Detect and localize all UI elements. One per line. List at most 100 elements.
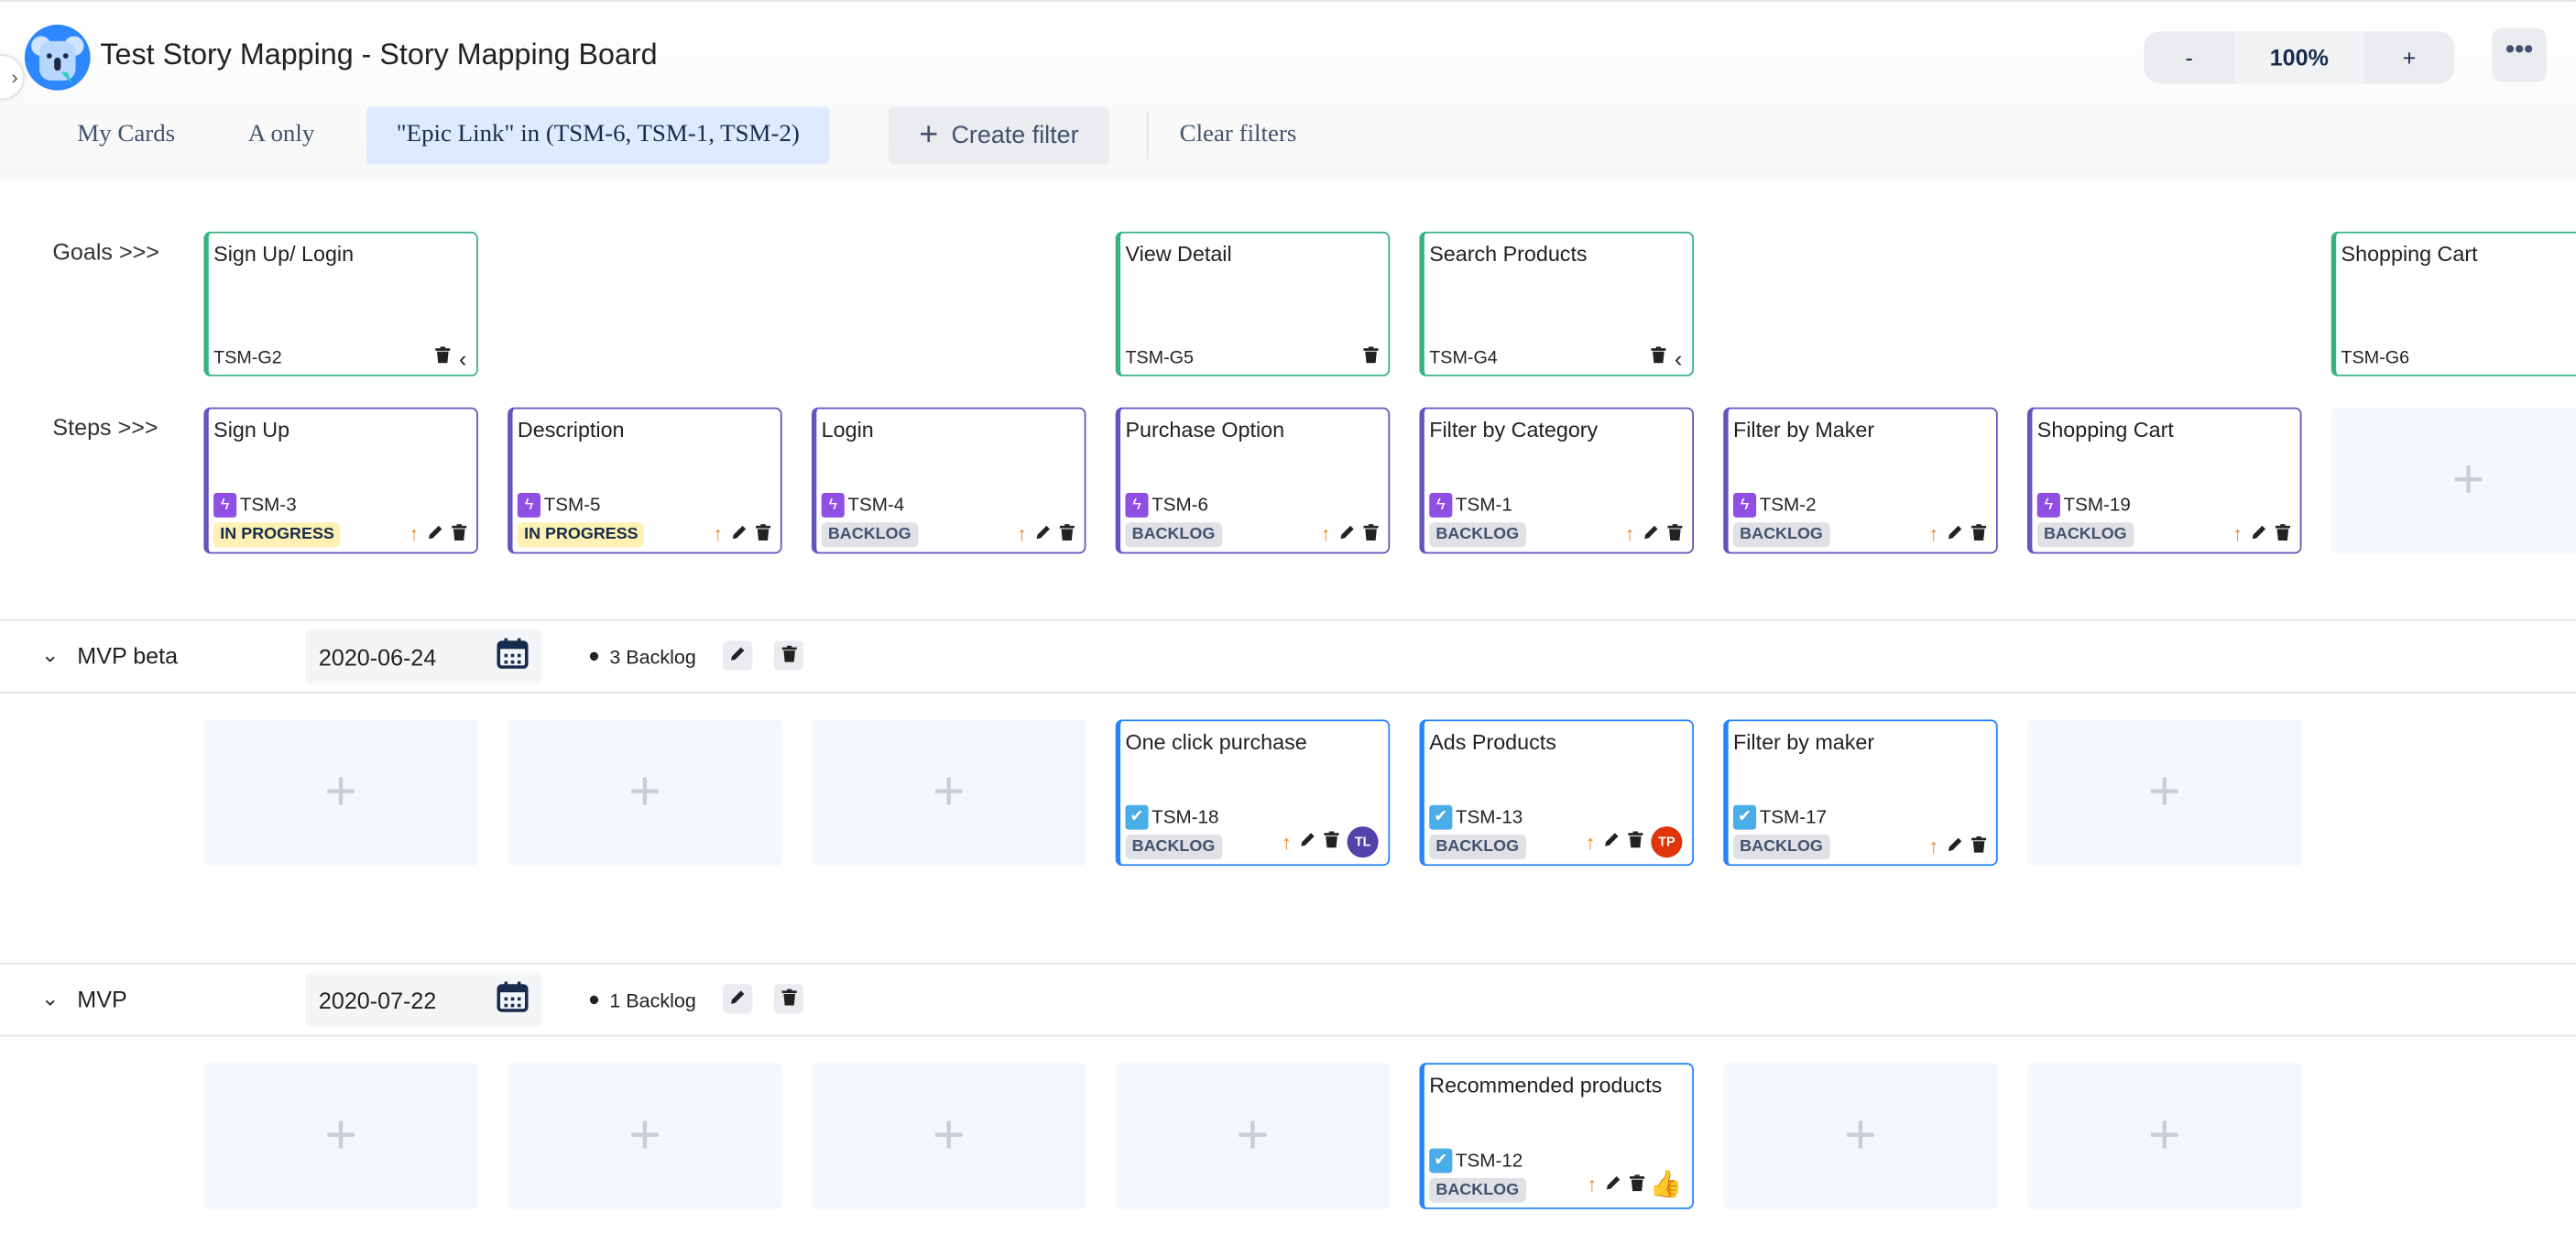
issue-key[interactable]: TSM-4 [847,495,905,516]
add-card-button[interactable]: + [508,1063,782,1209]
priority-high-icon[interactable]: ↑ [1320,522,1331,546]
release-name[interactable]: MVP [77,986,127,1012]
goal-card[interactable]: Sign Up/ Login TSM-G2 ‹ [203,231,478,377]
chevron-left-icon[interactable]: ‹ [458,344,467,371]
filter-epic-link[interactable]: "Epic Link" in (TSM-6, TSM-1, TSM-2) [366,106,830,165]
issue-key[interactable]: TSM-18 [1152,807,1219,827]
release-date-field[interactable]: 2020-06-24 [305,628,542,684]
add-card-button[interactable]: + [203,1063,478,1209]
step-card[interactable]: Login ϟ TSM-4 BACKLOG ↑ [811,407,1086,554]
trash-icon[interactable] [1363,523,1379,544]
pencil-icon[interactable] [427,523,443,544]
story-card[interactable]: One click purchase ✔ TSM-18 BACKLOG ↑ TL [1115,719,1391,867]
calendar-icon[interactable] [497,981,529,1019]
delete-release-button[interactable] [773,640,803,671]
add-card-button[interactable]: + [811,719,1086,867]
pencil-icon[interactable] [1947,835,1963,857]
trash-icon[interactable] [1363,346,1379,367]
trash-icon[interactable] [1971,835,1987,857]
goal-card[interactable]: View Detail TSM-G5 [1115,231,1391,377]
trash-icon[interactable] [435,346,451,367]
story-card[interactable]: Filter by maker ✔ TSM-17 BACKLOG ↑ [1723,719,1998,867]
issue-key[interactable]: TSM-1 [1455,495,1512,516]
add-card-button[interactable]: + [203,719,478,867]
add-card-button[interactable]: + [811,1063,1086,1209]
add-card-button[interactable]: + [1723,1063,1998,1209]
priority-high-icon[interactable]: ↑ [1928,522,1939,546]
filter-a-only[interactable]: A only [247,121,315,148]
trash-icon[interactable] [780,988,796,1010]
priority-high-icon[interactable]: ↑ [1928,835,1939,858]
chevron-down-icon[interactable]: ⌄ [40,986,60,1010]
priority-high-icon[interactable]: ↑ [1587,1173,1598,1196]
create-filter-button[interactable]: + Create filter [889,106,1109,165]
issue-key[interactable]: TSM-6 [1152,495,1209,516]
edit-release-button[interactable] [723,640,753,671]
priority-high-icon[interactable]: ↑ [713,522,724,546]
pencil-icon[interactable] [1339,523,1356,544]
goal-card[interactable]: Search Products TSM-G4 ‹ [1419,231,1694,377]
pencil-icon[interactable] [1643,523,1659,544]
step-card[interactable]: Filter by Category ϟ TSM-1 BACKLOG ↑ [1419,407,1694,554]
priority-high-icon[interactable]: ↑ [1585,830,1596,854]
trash-icon[interactable] [2275,523,2290,544]
trash-icon[interactable] [452,523,467,544]
edit-release-button[interactable] [723,984,753,1014]
filter-my-cards[interactable]: My Cards [77,121,176,148]
trash-icon[interactable] [1630,1174,1645,1195]
pencil-icon[interactable] [1605,1174,1621,1195]
pencil-icon[interactable] [1603,831,1620,852]
story-card[interactable]: Ads Products ✔ TSM-13 BACKLOG ↑ TP [1419,719,1694,867]
pencil-icon[interactable] [729,988,746,1010]
goal-card[interactable]: Shopping Cart TSM-G6 [2330,231,2576,377]
story-card[interactable]: Recommended products ✔ TSM-12 BACKLOG ↑ 👍 [1419,1063,1694,1209]
step-card[interactable]: Sign Up ϟ TSM-3 IN PROGRESS ↑ [203,407,478,554]
pencil-icon[interactable] [729,645,746,666]
add-card-button[interactable]: + [2027,1063,2302,1209]
pencil-icon[interactable] [1300,831,1316,852]
issue-key[interactable]: TSM-5 [543,495,601,516]
trash-icon[interactable] [1059,523,1075,544]
priority-high-icon[interactable]: ↑ [409,522,420,546]
pencil-icon[interactable] [2251,523,2267,544]
priority-high-icon[interactable]: ↑ [2232,522,2243,546]
issue-key[interactable]: TSM-12 [1455,1151,1523,1171]
release-date-field[interactable]: 2020-07-22 [305,972,542,1027]
step-card[interactable]: Filter by Maker ϟ TSM-2 BACKLOG ↑ [1723,407,1998,554]
trash-icon[interactable] [1651,346,1667,367]
zoom-out-button[interactable]: - [2185,44,2193,71]
delete-release-button[interactable] [773,984,803,1014]
assignee-avatar[interactable]: TP [1651,826,1683,858]
calendar-icon[interactable] [497,638,529,675]
add-card-button[interactable]: + [1115,1063,1391,1209]
more-options-button[interactable]: ••• [2492,27,2547,82]
add-card-button[interactable]: + [508,719,782,867]
zoom-in-button[interactable]: + [2402,44,2417,71]
assignee-avatar[interactable]: TL [1347,826,1379,858]
chevron-down-icon[interactable]: ⌄ [40,642,60,668]
priority-high-icon[interactable]: ↑ [1624,522,1635,546]
pencil-icon[interactable] [1947,523,1963,544]
pencil-icon[interactable] [1035,523,1052,544]
add-card-button[interactable]: + [2330,407,2576,554]
clear-filters-button[interactable]: Clear filters [1179,121,1297,148]
release-name[interactable]: MVP beta [77,642,179,669]
issue-key[interactable]: TSM-2 [1759,495,1817,516]
add-card-button[interactable]: + [2027,719,2302,867]
trash-icon[interactable] [1667,523,1683,544]
step-card[interactable]: Purchase Option ϟ TSM-6 BACKLOG ↑ [1115,407,1391,554]
trash-icon[interactable] [755,523,771,544]
trash-icon[interactable] [1324,831,1339,852]
chevron-left-icon[interactable]: ‹ [1675,344,1683,371]
step-card[interactable]: Shopping Cart ϟ TSM-19 BACKLOG ↑ [2027,407,2302,554]
priority-high-icon[interactable]: ↑ [1281,830,1292,854]
pencil-icon[interactable] [731,523,748,544]
issue-key[interactable]: TSM-17 [1759,807,1828,827]
trash-icon[interactable] [1971,523,1987,544]
issue-key[interactable]: TSM-3 [239,495,297,516]
priority-high-icon[interactable]: ↑ [1017,522,1027,546]
trash-icon[interactable] [1628,831,1643,852]
issue-key[interactable]: TSM-19 [2063,495,2131,516]
step-card[interactable]: Description ϟ TSM-5 IN PROGRESS ↑ [508,407,782,554]
issue-key[interactable]: TSM-13 [1455,807,1523,827]
